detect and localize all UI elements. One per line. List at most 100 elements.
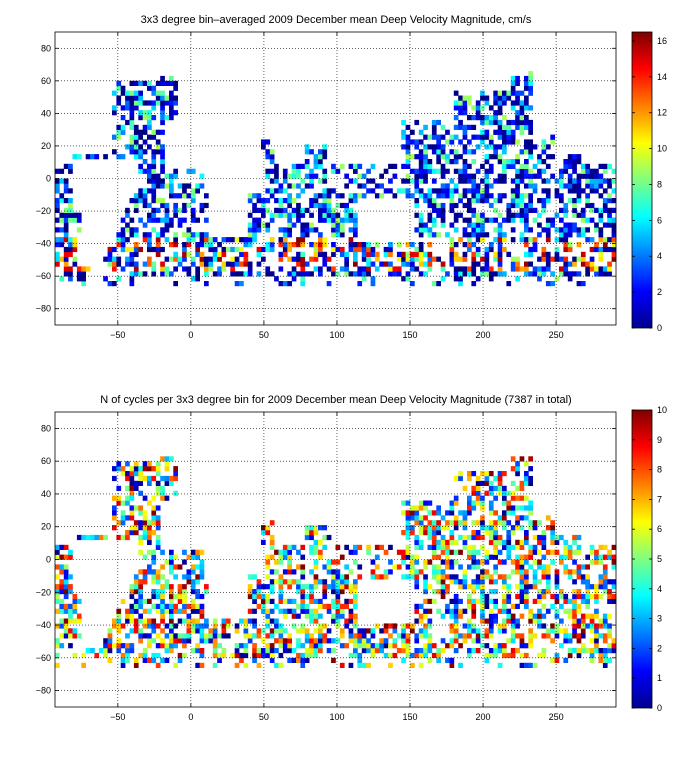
velocity-cell — [129, 119, 135, 126]
cycles-cell — [112, 525, 117, 531]
velocity-cell — [502, 217, 507, 223]
velocity-cell — [541, 266, 547, 272]
velocity-cell — [602, 246, 608, 253]
cycles-cell — [585, 589, 590, 595]
velocity-cell — [151, 173, 157, 179]
cycles-cell — [572, 613, 577, 619]
velocity-cell — [563, 159, 569, 165]
cycles-cell — [269, 598, 275, 604]
velocity-cell — [388, 246, 393, 253]
cycles-cell — [475, 520, 481, 526]
velocity-cell — [344, 217, 349, 223]
velocity-cell — [256, 198, 262, 204]
cycles-cell — [458, 520, 463, 526]
velocity-cell — [322, 149, 328, 155]
velocity-cell — [515, 139, 520, 145]
velocity-cell — [515, 168, 520, 174]
cycles-cell — [274, 579, 279, 585]
velocity-cell — [436, 207, 441, 213]
cycles-cell — [453, 515, 459, 521]
cycles-xtick-label: 200 — [476, 712, 491, 722]
cycles-cell — [208, 638, 214, 644]
velocity-cell — [423, 159, 428, 165]
velocity-cell — [545, 217, 551, 223]
cycles-cell — [519, 515, 525, 521]
velocity-cell — [291, 266, 297, 272]
velocity-cell — [537, 271, 542, 277]
velocity-cell — [572, 168, 577, 174]
velocity-cell — [112, 281, 117, 287]
cycles-cell — [120, 643, 126, 649]
velocity-cell — [580, 281, 586, 287]
cycles-cell — [528, 564, 533, 570]
velocity-cell — [348, 246, 354, 253]
cycles-cell — [431, 520, 437, 526]
cycles-cell — [59, 569, 65, 575]
velocity-cell — [405, 173, 411, 179]
cycles-cell — [133, 589, 139, 595]
cycles-cell — [392, 564, 398, 570]
cycles-cell — [265, 554, 271, 560]
cycles-cell — [585, 579, 590, 585]
velocity-cell — [177, 256, 183, 262]
cycles-cell — [190, 598, 196, 604]
cycles-cell — [339, 608, 345, 614]
velocity-cell — [142, 198, 148, 204]
velocity-cell — [423, 227, 428, 233]
velocity-cell — [309, 271, 314, 277]
velocity-cell — [68, 242, 73, 248]
velocity-cell — [510, 256, 516, 262]
cycles-cell — [59, 579, 65, 585]
velocity-cell — [296, 202, 301, 209]
velocity-cell — [291, 173, 297, 179]
velocity-cell — [142, 261, 148, 267]
velocity-cell — [471, 227, 477, 233]
velocity-cell — [528, 251, 533, 257]
velocity-cell — [68, 207, 73, 213]
velocity-chart-title: 3x3 degree bin–averaged 2009 December me… — [141, 14, 532, 26]
cycles-cell — [497, 574, 503, 580]
cycles-colorbar-tick-label: 5 — [657, 554, 662, 564]
velocity-cell — [414, 251, 420, 257]
cycles-cell — [602, 613, 608, 619]
velocity-cell — [594, 188, 599, 194]
velocity-cell — [528, 207, 533, 213]
cycles-cell — [59, 544, 65, 550]
velocity-cell — [151, 246, 157, 253]
cycles-cell — [488, 534, 494, 541]
velocity-cell — [602, 202, 608, 209]
velocity-cell — [427, 159, 433, 165]
velocity-cell — [370, 281, 376, 287]
velocity-cell — [304, 232, 310, 238]
cycles-cell — [449, 613, 455, 619]
cycles-cell — [576, 648, 582, 654]
velocity-cell — [462, 242, 468, 248]
velocity-cell — [269, 193, 275, 199]
cycles-cell — [261, 608, 266, 614]
cycles-cell — [322, 579, 328, 585]
cycles-cell — [510, 628, 516, 634]
cycles-cell — [576, 652, 582, 659]
velocity-cell — [541, 144, 547, 150]
velocity-cell — [537, 222, 542, 228]
cycles-cell — [120, 657, 126, 663]
cycles-cell — [423, 628, 428, 634]
cycles-cell — [515, 633, 520, 639]
velocity-cell — [151, 168, 157, 174]
velocity-cell — [125, 256, 130, 262]
cycles-cell — [177, 589, 183, 595]
velocity-cell — [563, 168, 569, 174]
cycles-cell — [55, 643, 60, 649]
velocity-cell — [510, 227, 516, 233]
velocity-cell — [440, 154, 446, 160]
velocity-cell — [519, 237, 525, 243]
velocity-cell — [510, 100, 516, 106]
cycles-cell — [598, 618, 604, 624]
velocity-cell — [524, 183, 529, 189]
velocity-cell — [418, 149, 424, 155]
cycles-cell — [107, 628, 113, 634]
cycles-cell — [488, 520, 494, 526]
cycles-colorbar-tick-label: 6 — [657, 524, 662, 534]
velocity-cell — [169, 188, 174, 194]
velocity-cell — [304, 144, 310, 150]
